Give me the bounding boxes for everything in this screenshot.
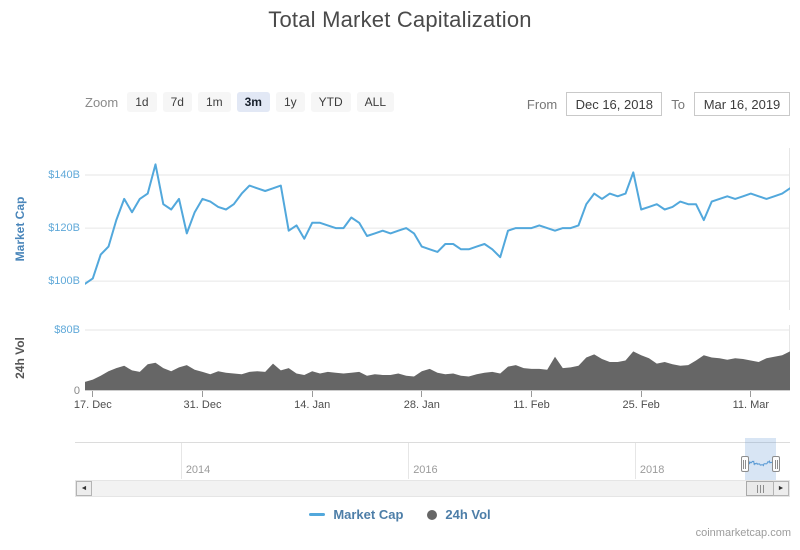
chart-title: Total Market Capitalization xyxy=(268,7,532,32)
x-tick xyxy=(92,391,94,397)
y-tick-label: $80B xyxy=(54,324,80,337)
scroll-right-button[interactable]: ► xyxy=(773,481,789,496)
circle-marker-icon xyxy=(427,509,438,520)
from-label: From xyxy=(526,96,558,112)
right-arrow-icon: ► xyxy=(777,485,785,492)
zoom-button-7d[interactable]: 7d xyxy=(162,92,192,112)
zoom-button-1d[interactable]: 1d xyxy=(127,92,157,112)
x-tick xyxy=(531,391,532,397)
y-tick-label: $140B xyxy=(48,169,80,182)
navigator-year-label: 2018 xyxy=(639,464,665,476)
volume-axis-title: 24h Vol xyxy=(13,337,27,379)
x-tick-label: 28. Jan xyxy=(403,399,440,411)
navigator[interactable]: 2014 2016 2018 xyxy=(75,438,790,480)
navigator-gridline xyxy=(408,443,410,479)
zoom-buttons: 1d 7d 1m 3m 1y YTD ALL xyxy=(127,92,395,112)
y-tick-label: $120B xyxy=(48,222,80,235)
zoom-button-ytd[interactable]: YTD xyxy=(310,92,351,112)
market-cap-plot-area[interactable] xyxy=(85,148,790,310)
navigator-year-label: 2014 xyxy=(185,464,211,476)
legend-item-market-cap[interactable]: Market Cap xyxy=(309,507,403,522)
y-tick-label: 0 xyxy=(73,385,80,397)
scroll-left-button[interactable]: ◄ xyxy=(76,481,92,496)
left-arrow-icon: ◄ xyxy=(80,485,88,492)
legend-item-24h-vol[interactable]: 24h Vol xyxy=(427,507,491,522)
x-tick-label: 31. Dec xyxy=(183,399,222,411)
zoom-button-3m[interactable]: 3m xyxy=(236,92,270,112)
legend-label-market-cap: Market Cap xyxy=(333,507,404,522)
left-navigator-handle[interactable] xyxy=(740,456,749,472)
zoom-button-1m[interactable]: 1m xyxy=(197,92,231,112)
x-tick-label: 17. Dec xyxy=(73,399,112,411)
x-tick xyxy=(421,391,423,397)
zoom-range-selector: Zoom 1d 7d 1m 3m 1y YTD ALL xyxy=(85,92,395,112)
grip-icon xyxy=(756,484,765,493)
from-date-input[interactable] xyxy=(566,92,663,116)
to-date-input[interactable] xyxy=(694,92,790,116)
x-tick xyxy=(750,391,752,397)
line-marker-icon xyxy=(309,513,326,516)
x-tick xyxy=(311,391,313,397)
to-label: To xyxy=(671,96,685,112)
legend: Market Cap 24h Vol xyxy=(0,507,800,522)
right-navigator-handle[interactable] xyxy=(772,456,781,472)
handle-grip-icon xyxy=(774,459,778,469)
x-axis: 17. Dec 31. Dec 14. Jan 28. Jan 11. Feb 25. F… xyxy=(74,391,791,415)
navigator-gridline xyxy=(634,443,636,479)
zoom-button-1y[interactable]: 1y xyxy=(275,92,305,112)
x-tick-label: 25. Feb xyxy=(622,399,660,411)
navigator-gridline xyxy=(180,443,182,479)
scrollbar-thumb[interactable] xyxy=(746,481,775,496)
zoom-label: Zoom xyxy=(85,94,119,110)
x-tick-label: 11. Mar xyxy=(732,399,770,411)
navigator-year-label: 2016 xyxy=(413,464,438,476)
handle-grip-icon xyxy=(743,459,747,469)
x-tick xyxy=(202,391,203,397)
scrollbar[interactable]: ◄ ► xyxy=(75,480,790,497)
zoom-button-all[interactable]: ALL xyxy=(356,92,395,112)
volume-plot-area[interactable] xyxy=(85,325,790,391)
x-tick xyxy=(640,391,642,397)
watermark: coinmarketcap.com xyxy=(695,527,791,539)
legend-label-24h-vol: 24h Vol xyxy=(445,507,491,522)
date-range-controls: From To xyxy=(527,92,790,116)
x-tick-label: 11. Feb xyxy=(513,399,550,411)
x-tick-label: 14. Jan xyxy=(294,399,331,411)
navigator-selection[interactable] xyxy=(744,438,777,480)
y-tick-label: $100B xyxy=(48,275,80,288)
